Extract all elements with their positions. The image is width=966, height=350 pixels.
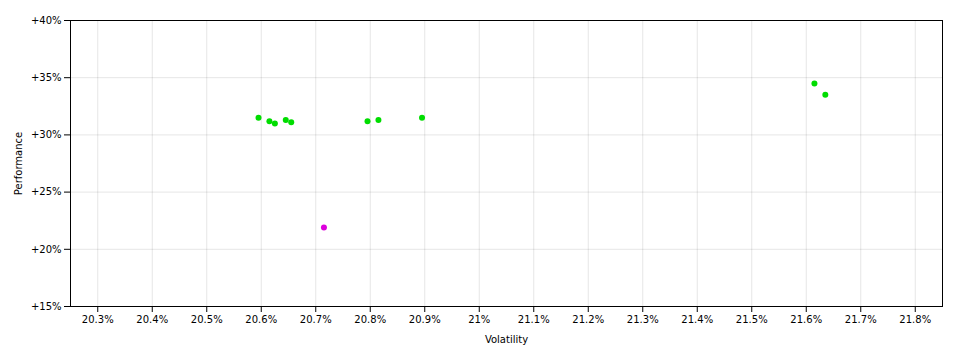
- svg-text:21.3%: 21.3%: [627, 314, 659, 325]
- svg-text:20.4%: 20.4%: [136, 314, 168, 325]
- svg-text:21.4%: 21.4%: [681, 314, 713, 325]
- svg-text:20.9%: 20.9%: [409, 314, 441, 325]
- svg-text:20.6%: 20.6%: [245, 314, 277, 325]
- svg-text:+20%: +20%: [31, 244, 62, 255]
- svg-text:+30%: +30%: [31, 129, 62, 140]
- svg-text:21%: 21%: [468, 314, 490, 325]
- svg-text:21.6%: 21.6%: [790, 314, 822, 325]
- svg-text:21.7%: 21.7%: [845, 314, 877, 325]
- svg-text:21.1%: 21.1%: [518, 314, 550, 325]
- svg-text:20.3%: 20.3%: [82, 314, 114, 325]
- svg-text:21.2%: 21.2%: [572, 314, 604, 325]
- svg-text:20.8%: 20.8%: [354, 314, 386, 325]
- svg-text:21.5%: 21.5%: [736, 314, 768, 325]
- svg-text:+25%: +25%: [31, 186, 62, 197]
- svg-text:+15%: +15%: [31, 301, 62, 312]
- svg-text:20.5%: 20.5%: [191, 314, 223, 325]
- svg-text:+40%: +40%: [31, 15, 62, 26]
- svg-text:Performance: Performance: [13, 132, 24, 195]
- svg-text:Volatility: Volatility: [485, 334, 528, 345]
- svg-text:20.7%: 20.7%: [300, 314, 332, 325]
- svg-text:21.8%: 21.8%: [899, 314, 931, 325]
- svg-text:+35%: +35%: [31, 72, 62, 83]
